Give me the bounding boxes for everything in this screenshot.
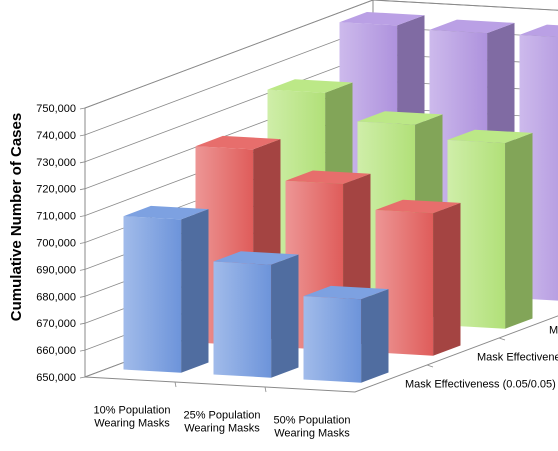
y-tick-mark bbox=[79, 215, 86, 217]
bar bbox=[213, 251, 299, 378]
bar-top-face bbox=[213, 251, 299, 265]
bar-top-face bbox=[375, 199, 461, 214]
series-label: Mask Effectiveness (0.02/0.02) bbox=[549, 325, 558, 337]
y-tick-label: 740,000 bbox=[36, 130, 76, 142]
y-tick-mark bbox=[79, 349, 86, 352]
bar-front-face bbox=[303, 296, 362, 383]
y-tick-mark bbox=[79, 322, 86, 325]
x-category-label: 10% Population Wearing Masks bbox=[93, 405, 170, 430]
bar-side-face bbox=[181, 209, 209, 373]
y-tick-mark bbox=[79, 107, 86, 110]
y-tick-labels: 650,000 660,000 670,000 680,000 690,000 700,0… bbox=[36, 103, 76, 384]
x-category-label: 25% Population Wearing Masks bbox=[183, 410, 260, 435]
bar-side-face bbox=[361, 289, 389, 383]
bar-front-face bbox=[213, 261, 272, 378]
y-tick-label: 680,000 bbox=[36, 291, 76, 303]
bar-side-face bbox=[505, 132, 533, 329]
y-tick-mark bbox=[79, 188, 86, 191]
y-tick-mark bbox=[79, 295, 86, 298]
y-tick-label: 730,000 bbox=[36, 157, 76, 169]
x-category-labels: 10% Population Wearing Masks 25% Populatio… bbox=[93, 405, 350, 440]
depth-tick-mark bbox=[498, 337, 506, 341]
bar-top-face bbox=[123, 205, 209, 220]
depth-tick-mark bbox=[426, 364, 434, 368]
y-axis-label: Cumulative Number of Cases bbox=[8, 113, 25, 321]
bar bbox=[447, 129, 533, 329]
y-tick-label: 690,000 bbox=[36, 264, 76, 276]
bar-front-face bbox=[375, 210, 434, 356]
y-tick-label: 720,000 bbox=[36, 184, 76, 196]
bars bbox=[123, 12, 558, 383]
bar-top-face bbox=[267, 79, 353, 93]
y-tick-label: 650,000 bbox=[36, 372, 76, 384]
y-tick-mark bbox=[79, 134, 86, 137]
y-tick-mark bbox=[79, 269, 86, 271]
y-tick-mark bbox=[79, 161, 86, 164]
x-category-label: 50% Population Wearing Masks bbox=[273, 415, 350, 440]
y-tick-label: 660,000 bbox=[36, 345, 76, 357]
y-tick-label: 670,000 bbox=[36, 318, 76, 330]
y-tick-label: 710,000 bbox=[36, 211, 76, 223]
y-tick-label: 700,000 bbox=[36, 238, 76, 250]
bar-side-face bbox=[271, 254, 299, 378]
y-tick-mark bbox=[79, 242, 86, 244]
y-tick-mark bbox=[79, 376, 86, 379]
bar-front-face bbox=[447, 139, 506, 329]
bar-top-face bbox=[429, 19, 515, 34]
bar-side-face bbox=[433, 202, 461, 356]
bar bbox=[303, 285, 389, 383]
bar-top-face bbox=[285, 170, 371, 184]
bar-top-face bbox=[519, 24, 558, 38]
bar-top-face bbox=[339, 12, 425, 26]
gridline bbox=[84, 0, 558, 109]
y-tick-label: 750,000 bbox=[36, 103, 76, 115]
x-tick-mark bbox=[264, 386, 267, 393]
bar-top-face bbox=[357, 111, 443, 125]
bar bbox=[375, 199, 461, 356]
bar-top-face bbox=[447, 129, 533, 144]
bar-top-face bbox=[195, 135, 281, 150]
series-label: Mask Effectiveness (0.05/0.05) bbox=[405, 379, 556, 391]
series-label: Mask Effectiveness (0.02/0.05) bbox=[477, 352, 558, 364]
bar-front-face bbox=[123, 216, 182, 373]
x-tick-mark bbox=[174, 381, 177, 388]
series-depth-labels: Mask Effectiveness (0.05/0.05) Mask Effec… bbox=[405, 325, 558, 391]
bar-top-face bbox=[303, 285, 389, 300]
bar bbox=[123, 205, 209, 373]
